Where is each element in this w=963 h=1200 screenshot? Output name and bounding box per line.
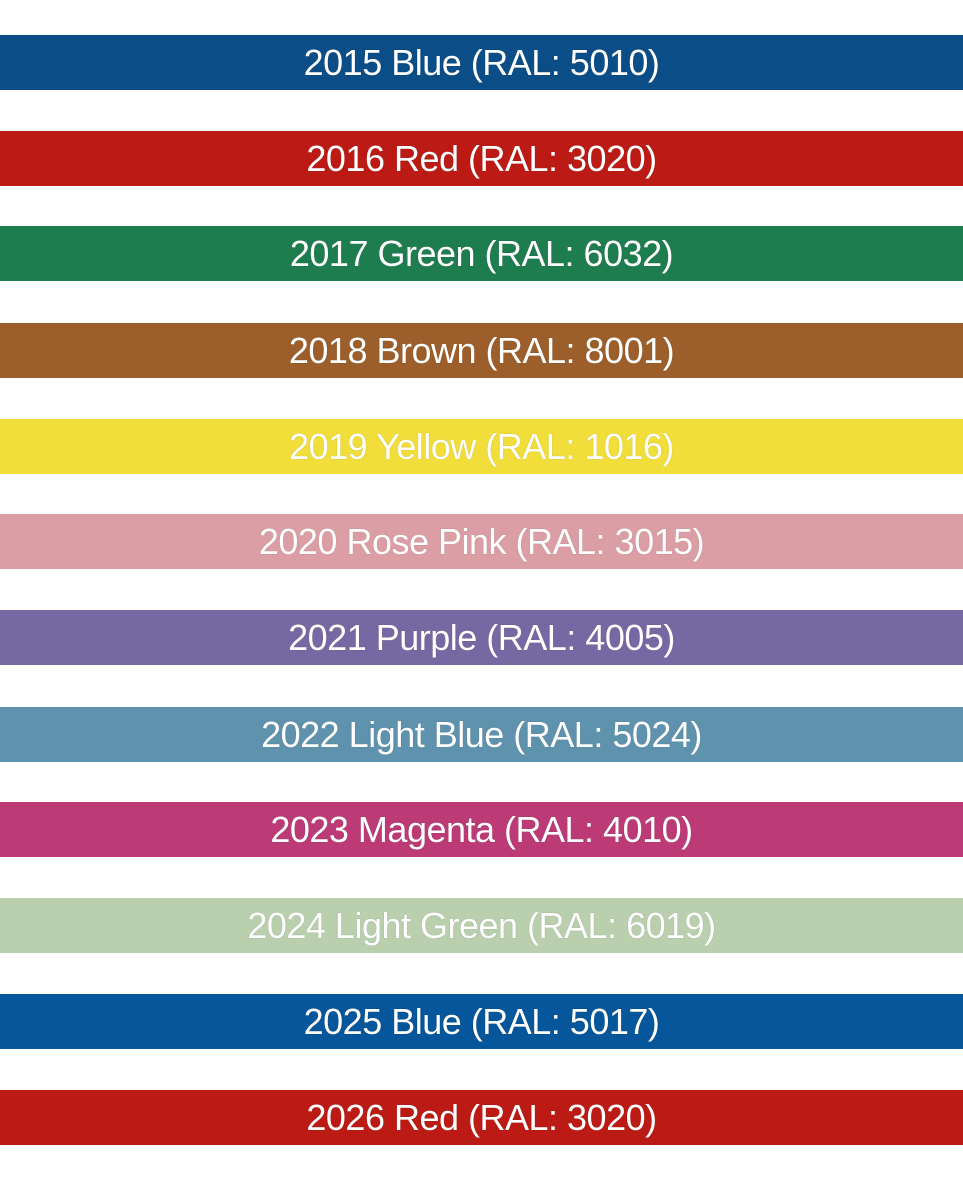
color-band-2025: 2025 Blue (RAL: 5017) bbox=[0, 994, 963, 1049]
band-label: 2016 Red (RAL: 3020) bbox=[306, 137, 657, 179]
band-label: 2020 Rose Pink (RAL: 3015) bbox=[258, 520, 705, 562]
band-label: 2017 Green (RAL: 6032) bbox=[289, 232, 674, 274]
color-band-2023: 2023 Magenta (RAL: 4010) bbox=[0, 802, 963, 857]
band-label: 2026 Red (RAL: 3020) bbox=[306, 1096, 657, 1138]
band-label: 2018 Brown (RAL: 8001) bbox=[288, 329, 675, 371]
color-band-2020: 2020 Rose Pink (RAL: 3015) bbox=[0, 514, 963, 569]
band-label: 2019 Yellow (RAL: 1016) bbox=[289, 425, 674, 467]
band-label: 2025 Blue (RAL: 5017) bbox=[303, 1000, 660, 1042]
color-band-2024: 2024 Light Green (RAL: 6019) bbox=[0, 898, 963, 953]
color-band-2019: 2019 Yellow (RAL: 1016) bbox=[0, 419, 963, 474]
band-label: 2023 Magenta (RAL: 4010) bbox=[270, 808, 693, 850]
band-label: 2022 Light Blue (RAL: 5024) bbox=[261, 713, 702, 755]
color-band-2021: 2021 Purple (RAL: 4005) bbox=[0, 610, 963, 665]
band-label: 2015 Blue (RAL: 5010) bbox=[303, 41, 660, 83]
band-label: 2024 Light Green (RAL: 6019) bbox=[247, 904, 716, 946]
color-band-2016: 2016 Red (RAL: 3020) bbox=[0, 131, 963, 186]
color-band-2018: 2018 Brown (RAL: 8001) bbox=[0, 323, 963, 378]
color-band-2026: 2026 Red (RAL: 3020) bbox=[0, 1090, 963, 1145]
color-band-2017: 2017 Green (RAL: 6032) bbox=[0, 226, 963, 281]
band-label: 2021 Purple (RAL: 4005) bbox=[288, 616, 675, 658]
color-band-2015: 2015 Blue (RAL: 5010) bbox=[0, 35, 963, 90]
color-band-2022: 2022 Light Blue (RAL: 5024) bbox=[0, 707, 963, 762]
